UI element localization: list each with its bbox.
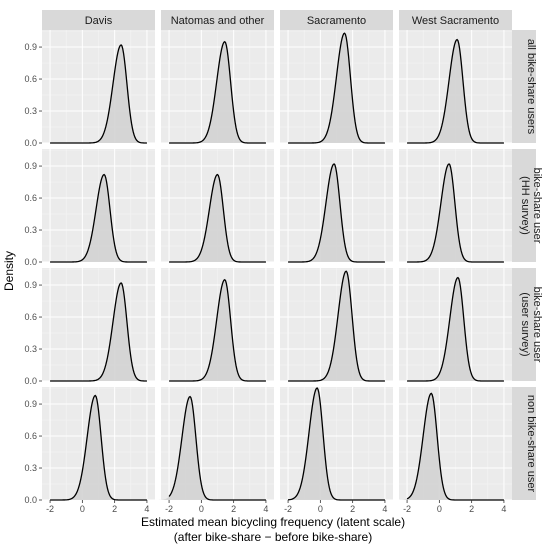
x-tick-label: -2 [46,504,54,514]
x-tick-label: 4 [144,504,149,514]
density-line [407,276,504,382]
column-strip-bg [280,10,393,30]
x-tick-label: 0 [437,504,442,514]
column-strip-label: West Sacramento [412,15,499,27]
density-area [422,277,484,381]
x-tick-label: -2 [403,504,411,514]
x-tick-label: 0 [80,504,85,514]
facet-panels: Davis Natomas and other Sacramento West Sac… [24,10,543,514]
x-axis-title-line1: Estimated mean bicycling frequency (late… [141,515,405,529]
y-tick-label: 0.9 [24,161,37,171]
x-tick-label: 4 [382,504,387,514]
density-line [169,278,266,382]
y-tick-label: 0.0 [24,495,37,505]
row-strip-label: non bike-share user [525,395,537,493]
density-area [189,41,251,144]
density-area [68,174,130,262]
y-tick-label: 0.0 [24,138,37,148]
row-strip-label: all bike-share users [525,39,537,135]
column-strip-bg [399,10,512,30]
column-strip-bg [161,10,274,30]
density-line [50,282,147,382]
row-strip-label: bike-share user [531,168,543,244]
x-tick-label: -2 [284,504,292,514]
density-area [181,174,244,262]
density-area [421,39,483,143]
row-strip-bg [512,387,536,500]
density-line [168,395,266,501]
x-tick-label: -2 [165,504,173,514]
density-area [309,33,371,143]
density-line [288,163,385,263]
x-axis-title-line2: (after bike-share − before bike-share) [174,530,372,544]
density-line [288,387,385,501]
x-tick-label: 2 [469,504,474,514]
x-tick-label: 2 [231,504,236,514]
density-area [85,282,147,381]
density-line [288,32,385,144]
y-axis-title: Density [2,251,16,291]
column-strip-label: Davis [85,15,113,27]
y-tick-label: 0.9 [24,399,37,409]
x-tick-label: 2 [350,504,355,514]
x-tick-label: 2 [112,504,117,514]
density-line [406,392,504,501]
density-line [50,44,147,144]
y-tick-label: 0.6 [24,193,37,203]
density-line [407,163,504,263]
density-area [395,393,458,500]
row-strip-label: bike-share user [531,287,543,363]
x-tick-label: 4 [501,504,506,514]
density-area [298,163,360,262]
density-area [154,396,216,500]
column-strip-label: Natomas and other [171,15,265,27]
x-tick-label: 0 [318,504,323,514]
density-line [50,173,147,263]
column-strip-bg [42,10,155,30]
x-tick-label: 4 [263,504,268,514]
column-strip-label: Sacramento [307,15,366,27]
y-tick-label: 0.3 [24,106,37,116]
y-tick-label: 0.6 [24,431,37,441]
row-strip-bg [512,268,536,381]
density-area [59,395,122,500]
y-tick-label: 0.3 [24,344,37,354]
y-tick-label: 0.3 [24,463,37,473]
density-line [407,38,504,144]
density-line [288,270,385,382]
density-area [189,279,251,381]
density-line [50,394,147,501]
row-strip-label: (user survey) [519,292,531,356]
row-strip-bg [512,149,536,262]
density-line [169,173,266,263]
y-tick-label: 0.6 [24,312,37,322]
y-tick-label: 0.0 [24,376,37,386]
density-area [310,271,373,381]
y-tick-label: 0.0 [24,257,37,267]
row-strip-bg [512,30,536,143]
y-tick-label: 0.3 [24,225,37,235]
y-tick-label: 0.6 [24,74,37,84]
density-area [281,388,343,500]
x-tick-label: 0 [199,504,204,514]
density-line [169,40,266,144]
row-strip-label: (HH survey) [519,176,531,235]
density-area [413,163,475,262]
y-tick-label: 0.9 [24,42,37,52]
density-area [85,44,147,143]
y-tick-label: 0.9 [24,280,37,290]
